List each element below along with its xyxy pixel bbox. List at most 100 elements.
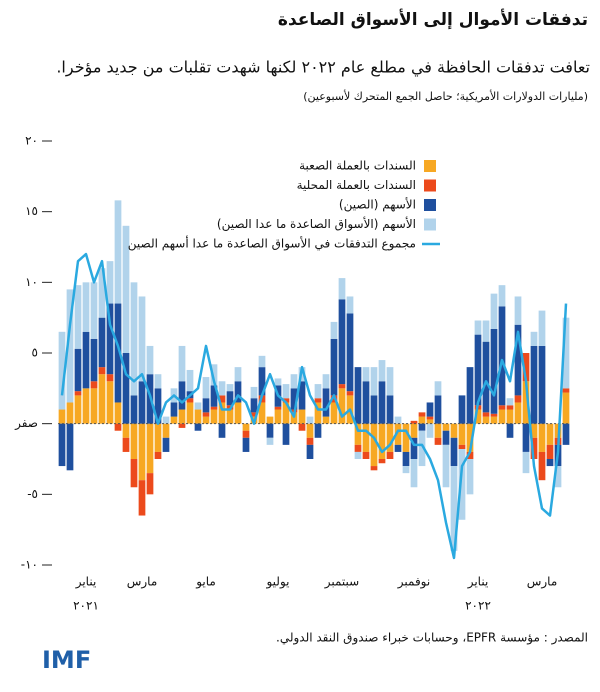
bar-segment [522, 353, 530, 382]
y-tick-label: ٥ [32, 346, 38, 360]
bar-segment [386, 423, 394, 452]
bar-segment [426, 419, 434, 424]
bar-segment [138, 480, 146, 516]
bar-segment [194, 423, 202, 431]
bar-segment [258, 367, 266, 396]
bar-segment [226, 409, 234, 424]
bar-segment [362, 423, 370, 452]
bar-segment [194, 409, 202, 424]
bar-segment [90, 338, 98, 382]
bar-segment [370, 423, 378, 467]
bar-segment [394, 444, 402, 452]
bar-segment [418, 416, 426, 424]
bar-segment [538, 310, 546, 346]
bar-segment [522, 381, 530, 424]
bar-segment [130, 459, 138, 488]
bar-segment [466, 451, 474, 459]
bar-segment [362, 367, 370, 382]
bar-segment [346, 296, 354, 314]
bar-segment [498, 306, 506, 406]
bar-segment [434, 423, 442, 438]
bar-segment [354, 444, 362, 452]
bar-segment [210, 406, 218, 410]
bar-segment [282, 384, 290, 399]
bar-segment [490, 293, 498, 329]
bar-segment [114, 200, 122, 304]
y-tick-label: -١٠ [21, 558, 38, 572]
bar-segment [410, 420, 418, 424]
bar-segment [514, 402, 522, 424]
bar-segment [298, 409, 306, 424]
bar-segment [354, 451, 362, 459]
bar-segment [538, 345, 546, 424]
legend-label: الأسهم (الأسواق الصاعدة ما عدا الصين) [217, 216, 416, 232]
bar-segment [130, 282, 138, 396]
bar-segment [162, 437, 170, 452]
bar-segment [458, 449, 466, 520]
bar-segment [450, 423, 458, 438]
bar-segment [58, 409, 66, 424]
bar-segment [74, 348, 82, 392]
bar-segment [250, 412, 258, 417]
bar-segment [186, 398, 194, 403]
bar-segment [434, 437, 442, 445]
bar-segment [258, 355, 266, 368]
bar-segment [122, 353, 130, 424]
bar-segment [210, 385, 218, 407]
x-year-label: ٢٠٢٢ [465, 599, 491, 613]
bar-segment [546, 444, 554, 459]
bar-segment [442, 430, 450, 445]
bar-segment [218, 381, 226, 396]
bar-segment [194, 402, 202, 410]
bar-segment [74, 285, 82, 349]
bar-segment [514, 324, 522, 396]
bar-segment [98, 374, 106, 424]
bar-segment [250, 398, 258, 413]
legend-swatch [424, 160, 436, 172]
bar-segment [330, 402, 338, 424]
bar-segment [474, 409, 482, 424]
bar-segment [426, 402, 434, 417]
bar-segment [506, 398, 514, 406]
bar-segment [298, 381, 306, 410]
bar-segment [538, 451, 546, 481]
bar-segment [170, 416, 178, 424]
bar-segment [306, 437, 314, 445]
bar-segment [546, 459, 554, 467]
bar-segment [290, 388, 298, 410]
bar-segment [530, 345, 538, 424]
bar-segment [330, 338, 338, 396]
x-tick-label: مارس [127, 575, 158, 590]
bar-segment [106, 381, 114, 424]
bar-segment [242, 437, 250, 452]
bar-segment [298, 423, 306, 431]
bar-segment [114, 423, 122, 431]
legend-swatch [424, 179, 436, 192]
legend-label: السندات بالعملة الصعبة [299, 159, 416, 173]
bar-segment [410, 459, 418, 488]
bar-segment [242, 423, 250, 431]
bar-segment [522, 423, 530, 452]
bar-segment [138, 296, 146, 382]
bar-segment [458, 395, 466, 424]
bar-segment [314, 423, 322, 438]
x-tick-label: مارس [527, 575, 558, 590]
bar-segment [418, 423, 426, 431]
bar-segment [202, 398, 210, 413]
bar-segment [530, 437, 538, 459]
bar-segment [218, 423, 226, 438]
bar-segment [418, 430, 426, 467]
bar-segment [314, 402, 322, 424]
bar-segment [58, 423, 66, 467]
bar-segment [522, 451, 530, 474]
bar-segment [466, 367, 474, 424]
bar-segment [154, 423, 162, 452]
bar-segment [490, 416, 498, 424]
x-tick-label: نوفمبر [397, 575, 430, 590]
bar-segment [338, 299, 346, 385]
bar-segment [562, 317, 570, 389]
bar-segment [482, 416, 490, 424]
bar-segment [154, 374, 162, 389]
bar-segment [562, 388, 570, 393]
